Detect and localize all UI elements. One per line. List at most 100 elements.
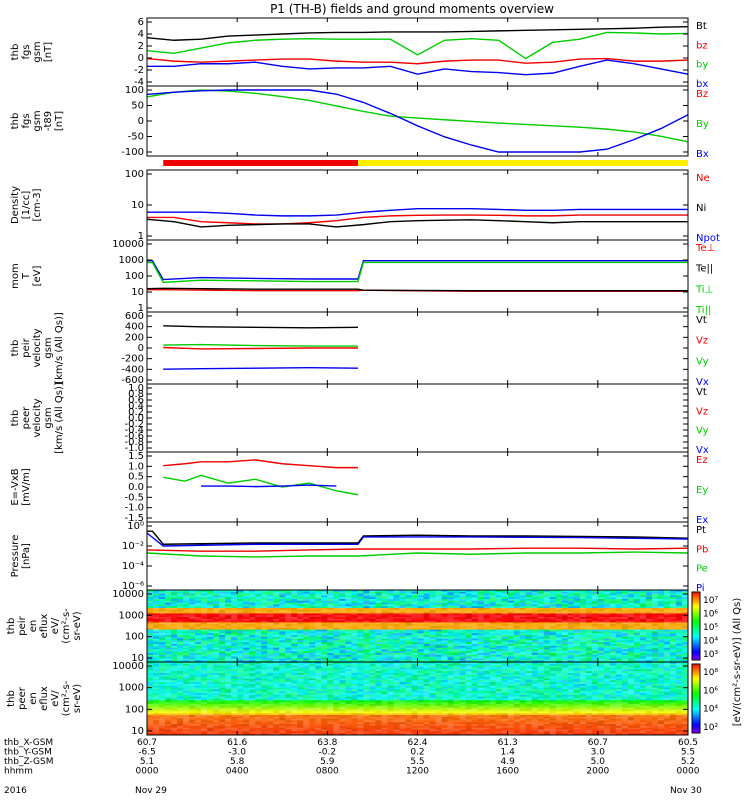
heatmap-cell bbox=[477, 595, 485, 598]
heatmap-cell bbox=[249, 620, 256, 623]
heatmap-cell bbox=[273, 590, 280, 593]
heatmap-cell bbox=[501, 653, 509, 656]
heatmap-cell bbox=[273, 658, 280, 661]
heatmap-cell bbox=[417, 676, 425, 679]
heatmap-cell bbox=[237, 647, 244, 650]
heatmap-cell bbox=[591, 633, 599, 636]
heatmap-cell bbox=[237, 590, 244, 593]
heatmap-cell bbox=[231, 622, 238, 625]
heatmap-cell bbox=[639, 609, 647, 613]
heatmap-cell bbox=[231, 671, 238, 674]
heatmap-cell bbox=[309, 597, 316, 600]
heatmap-cell bbox=[417, 606, 425, 609]
heatmap-cell bbox=[171, 606, 178, 609]
heatmap-cell bbox=[195, 636, 202, 640]
heatmap-cell bbox=[639, 644, 647, 647]
heatmap-cell bbox=[471, 644, 479, 647]
heatmap-cell bbox=[597, 597, 605, 600]
heatmap-cell bbox=[345, 642, 352, 645]
heatmap-cell bbox=[441, 680, 449, 683]
heatmap-cell bbox=[231, 674, 238, 678]
heatmap-cell bbox=[669, 602, 677, 605]
heatmap-cell bbox=[423, 654, 431, 658]
heatmap-cell bbox=[567, 667, 575, 670]
heatmap-cell bbox=[639, 678, 647, 681]
heatmap-cell bbox=[297, 631, 304, 634]
heatmap-cell bbox=[549, 620, 557, 623]
heatmap-cell bbox=[213, 591, 220, 595]
heatmap-cell bbox=[207, 671, 214, 674]
heatmap-cell bbox=[423, 615, 431, 618]
heatmap-cell bbox=[555, 663, 563, 667]
heatmap-cell bbox=[417, 593, 425, 596]
heatmap-cell bbox=[453, 644, 461, 647]
heatmap-cell bbox=[603, 633, 611, 636]
heatmap-cell bbox=[615, 638, 623, 641]
heatmap-cell bbox=[357, 618, 364, 622]
heatmap-cell bbox=[663, 649, 671, 652]
heatmap-cell bbox=[633, 615, 641, 618]
heatmap-cell bbox=[339, 651, 346, 654]
colorbar-cell bbox=[692, 623, 700, 627]
heatmap-cell bbox=[519, 672, 527, 676]
heatmap-cell bbox=[363, 617, 370, 620]
heatmap-cell bbox=[369, 629, 376, 632]
heatmap-cell bbox=[357, 595, 364, 598]
heatmap-cell bbox=[357, 669, 364, 672]
heatmap-cell bbox=[471, 642, 479, 645]
heatmap-cell bbox=[423, 604, 431, 607]
heatmap-cell bbox=[261, 631, 268, 634]
heatmap-cell bbox=[375, 631, 382, 634]
heatmap-cell bbox=[219, 667, 226, 670]
heatmap-cell bbox=[645, 672, 653, 676]
heatmap-cell bbox=[453, 602, 461, 605]
heatmap-cell bbox=[285, 606, 292, 609]
heatmap-cell bbox=[345, 667, 352, 670]
heatmap-cell bbox=[153, 629, 160, 632]
heatmap-cell bbox=[459, 636, 467, 640]
heatmap-cell bbox=[297, 604, 304, 607]
panel-6: 1.51.00.50.0-0.5-1.0-1.5E=-VxB [mV/m]EzEy… bbox=[10, 451, 708, 526]
colorbar-cell bbox=[692, 655, 700, 659]
heatmap-cell bbox=[543, 590, 551, 593]
heatmap-cell bbox=[567, 662, 575, 665]
heatmap-cell bbox=[195, 602, 202, 605]
heatmap-cell bbox=[597, 609, 605, 613]
heatmap-cell bbox=[351, 604, 358, 607]
heatmap-cell bbox=[519, 658, 527, 661]
heatmap-cell bbox=[387, 613, 394, 616]
heatmap-cell bbox=[297, 615, 304, 618]
heatmap-cell bbox=[549, 636, 557, 640]
heatmap-cell bbox=[525, 660, 533, 663]
heatmap-cell bbox=[279, 593, 286, 596]
heatmap-cell bbox=[285, 656, 292, 659]
heatmap-cell bbox=[627, 653, 635, 656]
heatmap-cell bbox=[357, 602, 364, 605]
heatmap-cell bbox=[585, 656, 593, 659]
heatmap-cell bbox=[297, 669, 304, 672]
heatmap-cell bbox=[423, 609, 431, 613]
heatmap-cell bbox=[495, 665, 503, 668]
heatmap-cell bbox=[159, 647, 166, 650]
heatmap-cell bbox=[591, 593, 599, 596]
heatmap-cell bbox=[435, 590, 443, 593]
heatmap-cell bbox=[357, 665, 364, 668]
heatmap-cell bbox=[291, 622, 298, 625]
heatmap-cell bbox=[513, 627, 521, 631]
heatmap-cell bbox=[291, 678, 298, 681]
heatmap-cell bbox=[567, 654, 575, 658]
heatmap-cell bbox=[519, 595, 527, 598]
heatmap-cell bbox=[177, 620, 184, 623]
heatmap-cell bbox=[477, 649, 485, 652]
heatmap-cell bbox=[621, 617, 629, 620]
heatmap-cell bbox=[165, 599, 172, 602]
heatmap-cell bbox=[327, 649, 334, 652]
heatmap-cell bbox=[249, 595, 256, 598]
heatmap-cell bbox=[195, 595, 202, 598]
heatmap-cell bbox=[279, 624, 286, 627]
heatmap-cell bbox=[657, 647, 665, 650]
heatmap-cell bbox=[369, 645, 376, 649]
heatmap-cell bbox=[465, 615, 473, 618]
heatmap-cell bbox=[519, 642, 527, 645]
heatmap-cell bbox=[645, 624, 653, 627]
